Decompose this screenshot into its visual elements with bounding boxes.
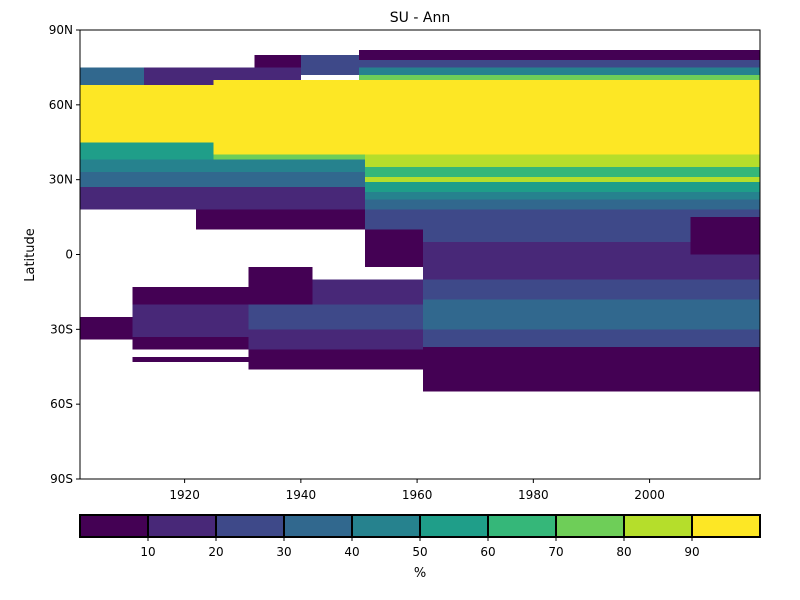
colorbar-tick-label: 60 — [480, 545, 495, 559]
heatmap-cells — [80, 49, 760, 392]
colorbar-tick-label: 50 — [412, 545, 427, 559]
colorbar-segment — [691, 514, 761, 538]
heatmap-cell — [358, 59, 760, 68]
heatmap-cell — [248, 304, 423, 330]
colorbar-segment — [79, 514, 149, 538]
heatmap-cell — [364, 182, 760, 193]
colorbar-segment — [555, 514, 625, 538]
y-tick-label: 90S — [50, 472, 73, 486]
heatmap-cell — [132, 286, 249, 305]
y-tick-label: 30N — [49, 173, 73, 187]
x-tick-label: 1940 — [286, 488, 317, 502]
heatmap-cell — [132, 356, 249, 362]
y-tick-label: 60N — [49, 98, 73, 112]
x-tick-label: 2000 — [634, 488, 665, 502]
colorbar-tick-label: 30 — [276, 545, 291, 559]
colorbar-tick-label: 40 — [344, 545, 359, 559]
heatmap-cell — [132, 304, 249, 337]
heatmap-cell — [358, 49, 760, 60]
y-axis-label: Latitude — [23, 228, 38, 282]
heatmap-cell — [132, 336, 249, 350]
colorbar-segment — [283, 514, 353, 538]
y-axis: 90N 60N 30N 0 30S 60S 90S — [49, 23, 80, 486]
heatmap-cell — [364, 167, 760, 178]
y-tick-label: 0 — [65, 248, 73, 262]
colorbar-segment — [215, 514, 285, 538]
heatmap-cell — [422, 329, 760, 347]
heatmap-cell — [80, 142, 214, 160]
heatmap-cell — [364, 209, 760, 230]
heatmap-cell — [422, 229, 760, 243]
colorbar-tick-label: 80 — [616, 545, 631, 559]
colorbar-segment — [623, 514, 693, 538]
x-tick-label: 1920 — [169, 488, 200, 502]
y-tick-label: 60S — [50, 397, 73, 411]
heatmap-cell — [422, 279, 760, 300]
x-tick-label: 1960 — [402, 488, 433, 502]
heatmap-cell — [422, 346, 760, 392]
colorbar-segment — [419, 514, 489, 538]
x-tick-label: 1980 — [518, 488, 549, 502]
heatmap-cell — [364, 154, 760, 168]
colorbar-tick-label: 20 — [208, 545, 223, 559]
colorbar-label: % — [414, 566, 426, 581]
heatmap-cell — [422, 299, 760, 330]
heatmap-cell — [80, 84, 214, 143]
colorbar-segment — [487, 514, 557, 538]
heatmap-cell — [248, 349, 423, 370]
heatmap-cell — [300, 54, 359, 75]
heatmap-cell — [364, 229, 423, 267]
heatmap-cell — [80, 172, 365, 188]
heatmap-cell — [358, 67, 760, 75]
colorbar-segment — [351, 514, 421, 538]
x-axis: 1920 1940 1960 1980 2000 — [169, 479, 665, 502]
heatmap-cell — [248, 266, 313, 305]
heatmap-cell — [196, 209, 365, 230]
heatmap-cell — [690, 217, 760, 255]
heatmap-cell — [364, 177, 760, 183]
chart-title: SU - Ann — [390, 10, 450, 26]
heatmap-cell — [80, 316, 133, 340]
colorbar-segment — [147, 514, 217, 538]
y-tick-label: 30S — [50, 322, 73, 336]
y-tick-label: 90N — [49, 23, 73, 37]
heatmap-cell — [213, 79, 760, 155]
colorbar-tick-label: 90 — [684, 545, 699, 559]
heatmap-cell — [358, 74, 760, 80]
colorbar: 10 20 30 40 50 60 70 80 90 — [79, 514, 761, 559]
heatmap-cell — [248, 329, 423, 350]
heatmap-cell — [213, 154, 365, 160]
heatmap-cell — [364, 192, 760, 200]
colorbar-tick-label: 70 — [548, 545, 563, 559]
heatmap-cell — [312, 279, 423, 305]
heatmap-cell — [364, 199, 760, 210]
colorbar-tick-label: 10 — [140, 545, 155, 559]
heatmap-cell — [80, 159, 365, 173]
heatmap-cell — [80, 187, 365, 210]
